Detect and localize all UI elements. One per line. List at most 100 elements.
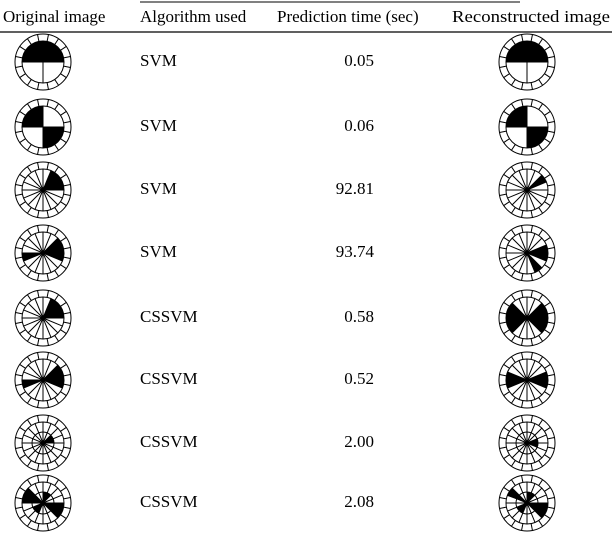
- glyph-tick: [511, 144, 515, 150]
- glyph-tick: [47, 148, 48, 155]
- sector-glyph: [499, 34, 555, 90]
- sector-glyph: [499, 475, 555, 531]
- glyph-tick: [47, 35, 48, 42]
- glyph-tick: [548, 66, 555, 67]
- glyph-tick: [531, 416, 532, 423]
- glyph-spoke: [512, 175, 527, 190]
- glyph-tick: [500, 322, 507, 323]
- glyph-tick: [548, 57, 555, 58]
- glyph-tick: [539, 104, 543, 110]
- glyph-tick: [60, 46, 66, 50]
- time-cell: 0.05: [344, 51, 374, 70]
- glyph-tick: [64, 507, 71, 508]
- glyph-tick: [511, 420, 515, 426]
- glyph-tick: [548, 122, 555, 123]
- glyph-wedge: [22, 41, 64, 62]
- glyph-tick: [539, 207, 543, 213]
- glyph-tick: [55, 144, 59, 150]
- glyph-tick: [38, 226, 39, 233]
- glyph-tick: [500, 313, 507, 314]
- glyph-tick: [548, 438, 555, 439]
- glyph-tick: [531, 401, 532, 408]
- glyph-tick: [64, 313, 71, 314]
- glyph-tick: [539, 520, 543, 526]
- glyph-tick: [55, 335, 59, 341]
- glyph-tick: [38, 83, 39, 90]
- glyph-tick: [539, 335, 543, 341]
- glyph-wedge: [43, 171, 64, 190]
- glyph-tick: [16, 248, 23, 249]
- glyph-tick: [548, 131, 555, 132]
- glyph-tick: [544, 174, 550, 178]
- time-cell: 0.52: [344, 369, 374, 388]
- glyph-spoke: [43, 190, 58, 205]
- glyph-tick: [64, 194, 71, 195]
- glyph-tick: [47, 291, 48, 298]
- glyph-tick: [522, 148, 523, 155]
- sector-glyph: [499, 225, 555, 281]
- glyph-tick: [539, 270, 543, 276]
- glyph-tick: [55, 520, 59, 526]
- glyph-tick: [500, 122, 507, 123]
- glyph-tick: [55, 270, 59, 276]
- glyph-tick: [38, 163, 39, 170]
- glyph-tick: [531, 524, 532, 531]
- glyph-tick: [539, 144, 543, 150]
- glyph-tick: [60, 139, 66, 143]
- glyph-tick: [544, 139, 550, 143]
- glyph-tick: [548, 447, 555, 448]
- glyph-tick: [522, 401, 523, 408]
- glyph-tick: [522, 100, 523, 107]
- glyph-tick: [16, 185, 23, 186]
- glyph-tick: [20, 330, 26, 334]
- glyph-tick: [544, 427, 550, 431]
- glyph-tick: [544, 202, 550, 206]
- glyph-tick: [27, 39, 31, 45]
- sector-glyph: [15, 99, 71, 155]
- glyph-tick: [47, 163, 48, 170]
- glyph-tick: [27, 357, 31, 363]
- glyph-tick: [20, 74, 26, 78]
- glyph-tick: [64, 375, 71, 376]
- glyph-tick: [531, 163, 532, 170]
- glyph-tick: [544, 302, 550, 306]
- glyph-tick: [16, 384, 23, 385]
- glyph-tick: [38, 100, 39, 107]
- glyph-tick: [500, 257, 507, 258]
- glyph-tick: [55, 39, 59, 45]
- glyph-tick: [64, 322, 71, 323]
- glyph-tick: [531, 226, 532, 233]
- glyph-tick: [38, 476, 39, 483]
- glyph-tick: [16, 57, 23, 58]
- glyph-tick: [27, 230, 31, 236]
- glyph-tick: [548, 313, 555, 314]
- glyph-tick: [16, 447, 23, 448]
- glyph-tick: [16, 131, 23, 132]
- glyph-tick: [511, 270, 515, 276]
- glyph-tick: [548, 257, 555, 258]
- glyph-tick: [500, 57, 507, 58]
- glyph-tick: [60, 427, 66, 431]
- glyph-tick: [55, 295, 59, 301]
- glyph-tick: [60, 202, 66, 206]
- glyph-tick: [522, 339, 523, 346]
- glyph-spoke: [512, 238, 527, 253]
- glyph-tick: [38, 524, 39, 531]
- glyph-tick: [531, 211, 532, 218]
- glyph-tick: [531, 100, 532, 107]
- glyph-tick: [548, 498, 555, 499]
- glyph-tick: [55, 104, 59, 110]
- sector-glyph: [15, 352, 71, 408]
- sector-glyph: [15, 475, 71, 531]
- glyph-tick: [60, 174, 66, 178]
- glyph-spoke: [512, 190, 527, 205]
- glyph-tick: [522, 163, 523, 170]
- glyph-tick: [531, 83, 532, 90]
- header-cell: Algorithm used: [140, 7, 247, 26]
- glyph-tick: [27, 270, 31, 276]
- algorithm-cell: SVM: [140, 242, 177, 261]
- glyph-wedge: [506, 303, 527, 333]
- glyph-tick: [38, 291, 39, 298]
- glyph-tick: [47, 211, 48, 218]
- sector-glyph: [499, 290, 555, 346]
